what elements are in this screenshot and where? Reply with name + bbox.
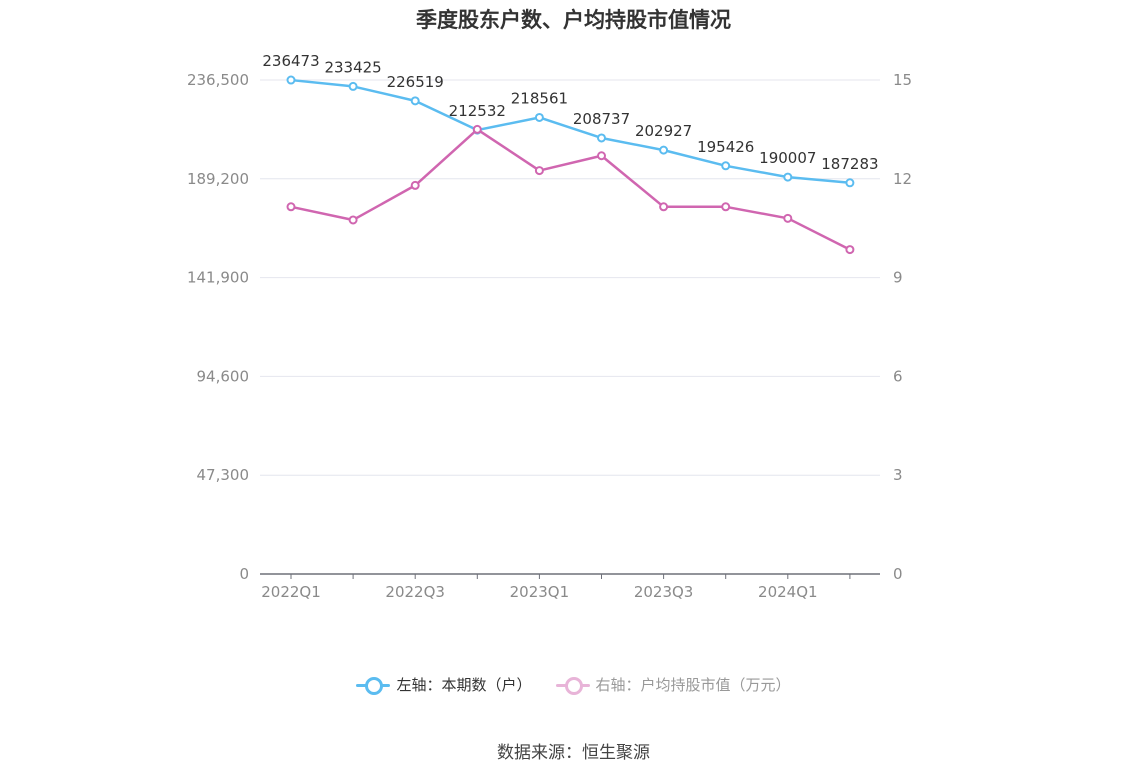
legend-marker-holders-icon: [356, 675, 391, 695]
left-axis-tick-label: 189,200: [187, 170, 249, 188]
data-point: [659, 202, 669, 212]
data-point: [534, 166, 544, 176]
data-point: [597, 133, 606, 143]
data-label: 226519: [387, 73, 444, 91]
legend-marker-avg-value-icon: [555, 675, 590, 695]
data-label: 202927: [635, 122, 692, 140]
chart-title: 季度股东户数、户均持股市值情况: [416, 8, 731, 32]
grid-layer: [260, 79, 880, 476]
data-point: [783, 172, 793, 182]
data-point: [472, 124, 482, 134]
source-note: 数据来源：恒生聚源: [497, 743, 650, 763]
left-axis-tick-label: 141,900: [187, 269, 249, 287]
series-layer: [286, 75, 855, 255]
left-axis-tick-label: 47,300: [197, 466, 250, 484]
data-label: 233425: [324, 58, 381, 76]
right-axis-tick-label: 12: [893, 170, 912, 188]
right-axis-tick-label: 15: [893, 71, 912, 89]
data-label: 208737: [573, 110, 630, 128]
data-point: [410, 180, 420, 190]
left-axis-tick-label: 94,600: [197, 367, 250, 385]
data-point: [597, 151, 606, 161]
legend-label-avg-value: 右轴：户均持股市值（万元）: [595, 676, 791, 694]
data-point: [845, 178, 855, 188]
x-axis-tick-label: 2024Q1: [758, 583, 818, 601]
data-point: [534, 112, 544, 122]
data-label: 195426: [697, 138, 754, 156]
x-axis-tick-label: 2023Q3: [634, 583, 694, 601]
data-point: [348, 81, 358, 91]
data-point: [286, 202, 296, 212]
data-point: [659, 145, 669, 155]
legend-item-holders[interactable]: 左轴：本期数（户）: [356, 674, 532, 695]
data-point: [348, 215, 358, 225]
data-point: [286, 75, 296, 85]
data-point: [845, 245, 855, 255]
data-label: 190007: [759, 149, 816, 167]
legend-item-avg-value[interactable]: 右轴：户均持股市值（万元）: [555, 674, 791, 695]
x-axis-tick-label: 2023Q1: [510, 583, 570, 601]
series-line-holders: [290, 78, 851, 185]
right-axis-tick-label: 0: [893, 565, 903, 583]
data-label: 212532: [449, 102, 506, 120]
legend-label-holders: 左轴：本期数（户）: [396, 676, 532, 694]
data-point: [721, 161, 731, 171]
data-label: 236473: [262, 52, 319, 70]
x-axis-tick-label: 2022Q1: [261, 583, 321, 601]
data-point: [410, 96, 420, 106]
data-label: 218561: [511, 89, 568, 107]
legend: 左轴：本期数（户） 右轴：户均持股市值（万元）: [0, 674, 1147, 695]
right-axis-tick-label: 6: [893, 367, 903, 385]
data-label: 187283: [821, 155, 878, 173]
data-point: [783, 213, 793, 223]
data-point: [721, 202, 731, 212]
right-axis-tick-label: 9: [893, 269, 903, 287]
left-axis-tick-label: 0: [239, 565, 249, 583]
axis-layer: 0 0 47,300 3 94,600 6 141,900 9 189,200 12 236,500…: [187, 71, 912, 601]
left-axis-tick-label: 236,500: [187, 71, 249, 89]
right-axis-tick-label: 3: [893, 466, 903, 484]
data-label-layer: 236473 233425 226519 212532 218561 208737 2029…: [262, 52, 878, 173]
x-axis-tick-label: 2022Q3: [385, 583, 445, 601]
series-line-avg-value: [290, 128, 851, 251]
